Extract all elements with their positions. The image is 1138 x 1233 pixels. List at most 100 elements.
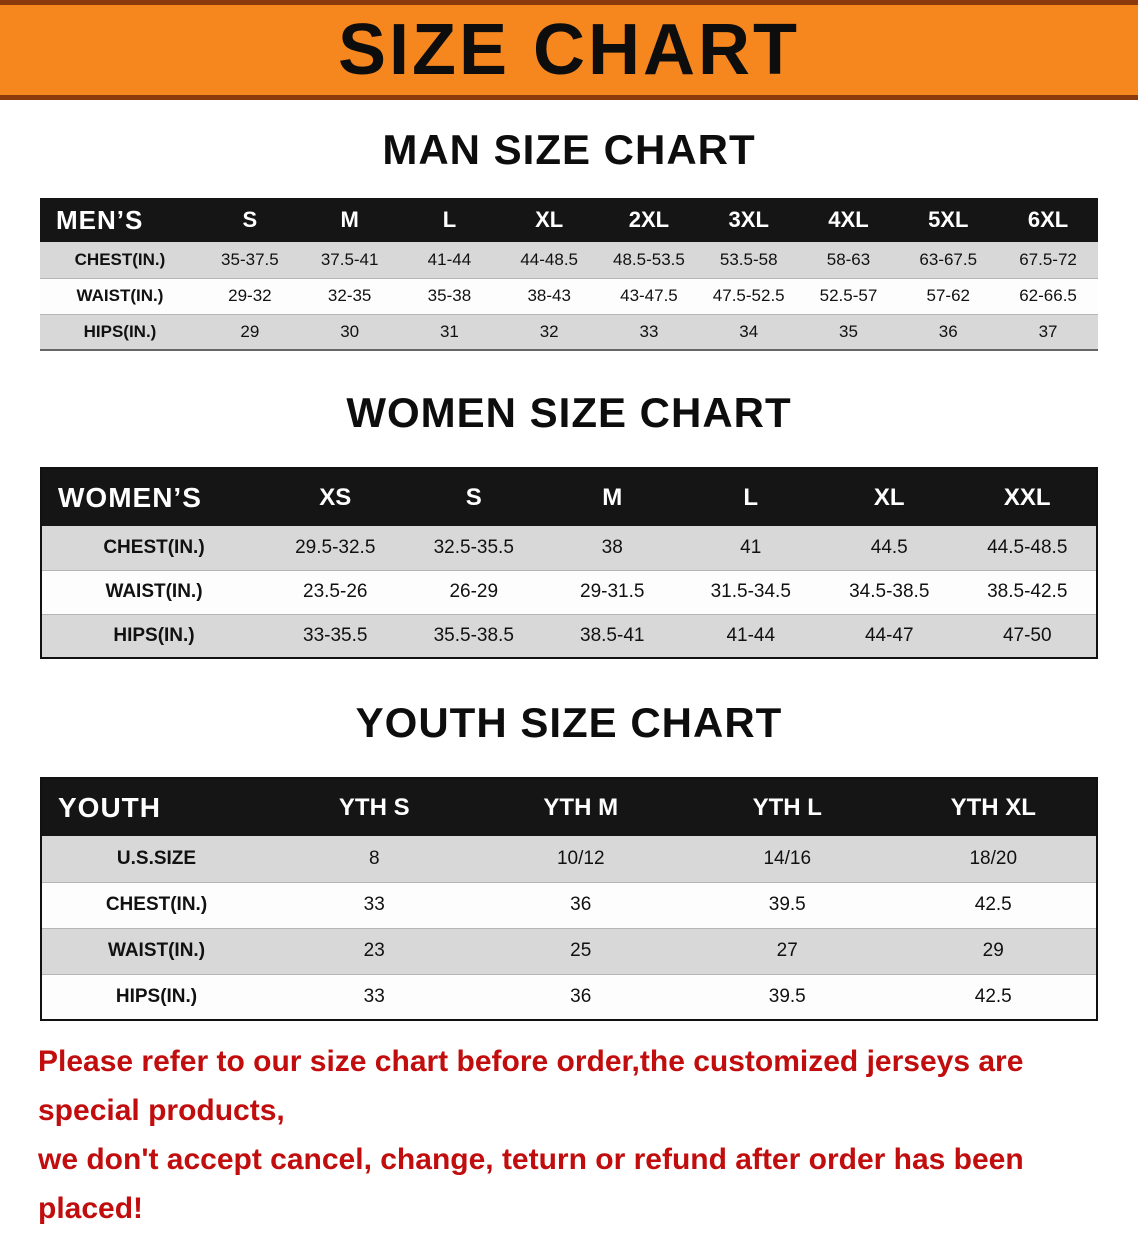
size-value: 39.5 <box>768 894 806 915</box>
size-value: 36 <box>570 985 592 1007</box>
size-value: 42.5 <box>974 985 1012 1007</box>
disclaimer-line-2: we don't accept cancel, change, teturn o… <box>38 1143 1024 1225</box>
size-value: 33 <box>639 321 659 341</box>
size-column-header: 4XL <box>798 198 899 242</box>
size-value: 35-37.5 <box>221 249 279 269</box>
size-value: 38.5-41 <box>580 624 645 646</box>
size-column-header: 3XL <box>698 198 799 242</box>
size-value: 29 <box>982 940 1004 961</box>
size-value: 34.5-38.5 <box>849 581 930 602</box>
size-value: 10/12 <box>556 847 605 869</box>
measurement-row-label: WAIST(IN.) <box>76 286 164 305</box>
measurement-row-label: WAIST(IN.) <box>105 581 203 602</box>
size-value: 8 <box>368 847 380 869</box>
size-value: 42.5 <box>974 894 1012 915</box>
size-value: 47.5-52.5 <box>712 286 785 305</box>
size-value: 26-29 <box>449 581 499 602</box>
youth-section-heading: YOUTH SIZE CHART <box>355 699 783 746</box>
size-value: 29-31.5 <box>580 581 645 602</box>
size-column-header: M <box>299 198 400 242</box>
table-corner-label: WOMEN’S <box>41 468 266 526</box>
size-value: 38 <box>601 536 623 558</box>
size-value: 36 <box>938 321 958 341</box>
size-value: 47-50 <box>1002 624 1052 646</box>
size-column-header: XL <box>499 198 600 242</box>
measurement-row: CHEST(IN.) 35-37.5 37.5-41 41-44 44-48.5 48.5… <box>40 242 1098 278</box>
women-section-heading: WOMEN SIZE CHART <box>346 389 792 436</box>
size-value: 41-44 <box>726 624 776 646</box>
size-chart-banner: SIZE CHART <box>0 0 1138 100</box>
size-value: 14/16 <box>763 847 812 869</box>
size-column-header: XS <box>266 468 405 526</box>
size-value: 30 <box>340 321 360 341</box>
size-value: 57-62 <box>926 286 970 305</box>
size-value: 18/20 <box>969 847 1018 869</box>
size-value: 25 <box>570 940 592 961</box>
size-value: 37.5-41 <box>320 249 379 269</box>
order-disclaimer: Please refer to our size chart before or… <box>38 1037 1102 1233</box>
size-value: 37 <box>1038 321 1058 341</box>
size-column-header: 5XL <box>898 198 999 242</box>
measurement-row: HIPS(IN.) 29 30 31 32 33 34 35 36 37 <box>40 314 1098 350</box>
size-column-header: YTH XL <box>890 778 1097 836</box>
measurement-row: U.S.SIZE 8 10/12 14/16 18/20 <box>41 836 1097 882</box>
size-value: 44.5 <box>870 536 908 558</box>
men-size-table: MEN’S S M L XL 2XL 3XL 4XL 5XL 6XL CHEST(IN.) 35-37… <box>40 198 1098 351</box>
size-value: 29.5-32.5 <box>295 536 376 558</box>
disclaimer-line-1: Please refer to our size chart before or… <box>38 1045 1024 1127</box>
size-value: 35.5-38.5 <box>433 624 514 646</box>
size-value: 23 <box>363 940 385 961</box>
size-value: 33-35.5 <box>303 624 368 646</box>
men-size-chart-section: MAN SIZE CHART MEN’S S M L XL 2XL 3XL 4XL 5XL 6XL… <box>0 126 1138 351</box>
size-value: 52.5-57 <box>819 286 878 305</box>
measurement-row-label: CHEST(IN.) <box>103 536 205 558</box>
size-value: 63-67.5 <box>919 249 978 269</box>
size-column-header: XXL <box>958 468 1097 526</box>
size-value: 53.5-58 <box>719 249 778 269</box>
size-value: 31 <box>439 321 459 341</box>
size-value: 41-44 <box>427 249 472 269</box>
size-value: 62-66.5 <box>1019 286 1077 305</box>
size-value: 35-38 <box>427 286 472 305</box>
size-column-header: S <box>404 468 543 526</box>
youth-size-chart-section: YOUTH SIZE CHART YOUTH YTH S YTH M YTH L YTH… <box>0 699 1138 1021</box>
size-value: 48.5-53.5 <box>613 249 685 269</box>
measurement-row: WAIST(IN.) 23 25 27 29 <box>41 928 1097 974</box>
size-value: 58-63 <box>826 249 871 269</box>
size-column-header: M <box>543 468 682 526</box>
size-value: 39.5 <box>768 985 806 1007</box>
size-column-header: 2XL <box>599 198 699 242</box>
size-value: 67.5-72 <box>1019 249 1077 269</box>
size-value: 38.5-42.5 <box>987 581 1068 602</box>
size-column-header: L <box>399 198 500 242</box>
size-value: 43-47.5 <box>620 286 678 305</box>
size-value: 23.5-26 <box>303 581 368 602</box>
size-value: 34 <box>739 321 759 341</box>
size-value: 33 <box>363 894 385 915</box>
size-value: 33 <box>363 985 385 1007</box>
size-value: 41 <box>740 536 762 558</box>
youth-size-table: YOUTH YTH S YTH M YTH L YTH XL U.S.SIZE 8 10/12… <box>40 777 1098 1021</box>
size-column-header: YTH L <box>684 778 891 836</box>
size-value: 32.5-35.5 <box>433 536 514 558</box>
page-title: SIZE CHART <box>338 10 800 90</box>
men-section-heading: MAN SIZE CHART <box>382 126 756 173</box>
measurement-row-label: HIPS(IN.) <box>83 321 157 341</box>
size-value: 27 <box>776 940 798 961</box>
table-corner-label: MEN’S <box>40 198 200 242</box>
measurement-row-label: WAIST(IN.) <box>107 940 206 961</box>
measurement-row: CHEST(IN.) 33 36 39.5 42.5 <box>41 882 1097 928</box>
measurement-row-label: HIPS(IN.) <box>115 985 198 1007</box>
size-value: 32 <box>539 321 559 341</box>
size-value: 29 <box>240 321 260 341</box>
table-header-row: YOUTH YTH S YTH M YTH L YTH XL <box>41 778 1097 836</box>
measurement-row-label: CHEST(IN.) <box>74 249 166 269</box>
size-column-header: YTH M <box>477 778 684 836</box>
women-size-chart-section: WOMEN SIZE CHART WOMEN’S XS S M L XL XXL CHEST(… <box>0 389 1138 659</box>
measurement-row: WAIST(IN.) 29-32 32-35 35-38 38-43 43-47.5 47.… <box>40 278 1098 314</box>
measurement-row: WAIST(IN.) 23.5-26 26-29 29-31.5 31.5-34.5 34… <box>41 570 1097 614</box>
size-column-header: S <box>200 198 300 242</box>
measurement-row: HIPS(IN.) 33 36 39.5 42.5 <box>41 974 1097 1020</box>
measurement-row: CHEST(IN.) 29.5-32.5 32.5-35.5 38 41 44.5 44.5… <box>41 526 1097 570</box>
